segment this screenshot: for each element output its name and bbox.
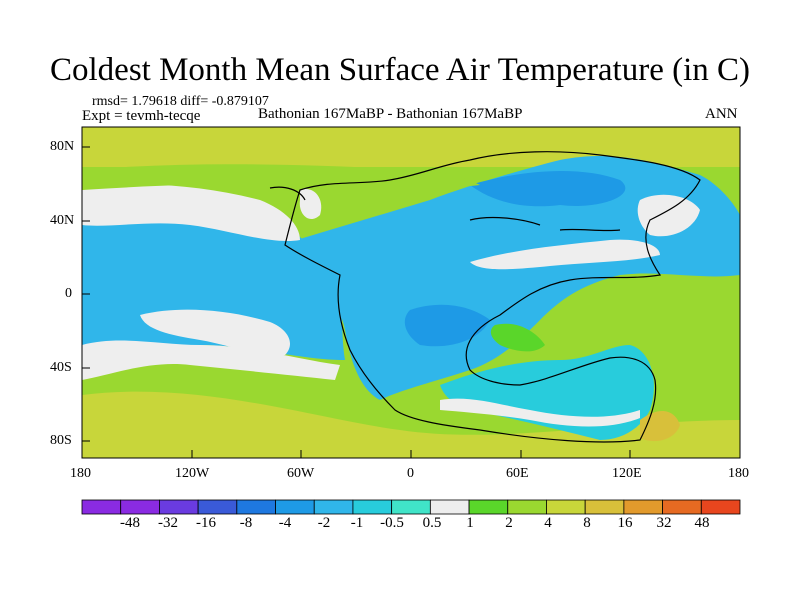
- lat-label-80s: 80S: [50, 433, 72, 448]
- lat-label-80n: 80N: [50, 139, 75, 154]
- neutral-swirl-west: [140, 309, 290, 356]
- colorbar-swatch: [468, 499, 509, 515]
- southern-land-teal: [440, 345, 654, 440]
- colorbar-label: -1: [350, 515, 364, 531]
- lon-label-120w: 120W: [175, 466, 210, 481]
- lon-label-60e: 60E: [506, 466, 529, 481]
- colorbar-label: 2: [505, 515, 513, 531]
- colorbar-swatch: [623, 499, 663, 515]
- colorbar-label: 8: [583, 515, 591, 531]
- neutral-band-northwest: [82, 184, 300, 242]
- neutral-band-south: [440, 398, 640, 427]
- colorbar-label: 16: [617, 515, 633, 531]
- colorbar-swatch: [120, 499, 160, 515]
- colorbar-label: 4: [544, 515, 552, 531]
- colorbar-swatch: [584, 499, 625, 515]
- colorbar-swatch: [429, 499, 470, 515]
- colorbar-swatch: [546, 499, 586, 515]
- map-field: [82, 127, 740, 458]
- colorbar-label: -48: [120, 515, 140, 531]
- neutral-patch-north: [299, 189, 322, 220]
- island-outline-east: [469, 216, 621, 232]
- colorbar-swatch: [197, 499, 238, 515]
- neutral-band-tethys: [470, 239, 660, 270]
- colorbar-label: -16: [196, 515, 216, 531]
- colorbar-label: -0.5: [380, 515, 404, 531]
- lat-label-40n: 40N: [50, 213, 75, 228]
- colorbar-swatch: [81, 499, 122, 515]
- lon-label-120e: 120E: [612, 466, 642, 481]
- experiment-label: Expt = tevmh-tecqe: [82, 108, 201, 124]
- colorbar-swatch: [391, 499, 431, 515]
- colorbar-swatch: [275, 499, 315, 515]
- colorbar-swatch: [313, 499, 354, 515]
- lime-patch-south: [490, 323, 545, 352]
- colorbar-swatch: [507, 499, 547, 515]
- lime-band-north: [82, 164, 480, 190]
- axis-ticks: [82, 146, 631, 458]
- colorbar-swatch: [236, 499, 276, 515]
- colorbar-label: 48: [694, 515, 710, 531]
- lon-label-180e: 180: [728, 466, 749, 481]
- colorbar-label: 32: [656, 515, 672, 531]
- continent-outline: [284, 151, 701, 443]
- colorbar-label: -4: [278, 515, 292, 531]
- map-title: Coldest Month Mean Surface Air Temperatu…: [50, 52, 750, 88]
- colorbar-label: 1: [466, 515, 474, 531]
- period-label: ANN: [705, 106, 738, 122]
- coastlines: [269, 151, 701, 443]
- lat-label-40s: 40S: [50, 360, 72, 375]
- colorbar-swatch: [662, 499, 702, 515]
- cool-region-center: [280, 155, 740, 400]
- island-outline-north: [269, 186, 306, 201]
- colorbar-label: -2: [317, 515, 331, 531]
- colorbar: [81, 499, 741, 515]
- lon-label-0: 0: [407, 466, 414, 481]
- cold-core: [470, 170, 626, 207]
- stats-text: rmsd= 1.79618 diff= -0.879107: [92, 94, 269, 109]
- colorbar-swatch: [352, 499, 393, 515]
- colorbar-label: 0.5: [422, 515, 442, 531]
- colorbar-label: -32: [158, 515, 178, 531]
- lat-label-0: 0: [65, 286, 72, 301]
- cold-core-south: [404, 304, 490, 347]
- neutral-band-southwest: [82, 340, 340, 380]
- colorbar-swatch: [159, 499, 199, 515]
- colorbar-label: -8: [239, 515, 253, 531]
- neutral-patch-east: [637, 194, 700, 237]
- lon-label-180w: 180: [70, 466, 91, 481]
- comparison-label: Bathonian 167MaBP - Bathonian 167MaBP: [258, 106, 523, 122]
- colorbar-swatch: [700, 499, 741, 515]
- lon-label-60w: 60W: [287, 466, 315, 481]
